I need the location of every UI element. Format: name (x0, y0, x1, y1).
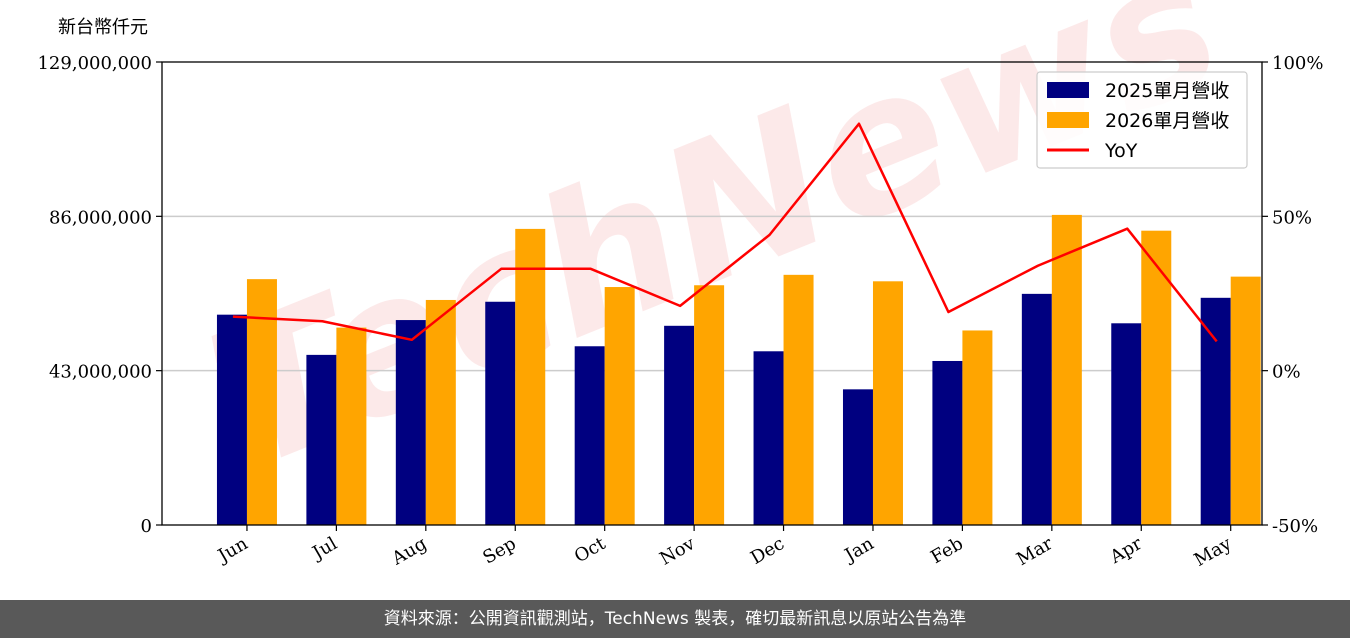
bar-2026-feb (962, 330, 993, 525)
right-y-axis: -50% 0% 50% 100% (1262, 53, 1323, 537)
bar-2026-apr (1141, 230, 1172, 525)
bar-2026-sep (515, 228, 546, 525)
x-tick-label-may: May (1191, 533, 1236, 571)
bar-2025-feb (932, 360, 963, 525)
legend-label: 2025單月營收 (1105, 80, 1229, 102)
right-tick-label: 50% (1272, 207, 1312, 228)
bar-2026-nov (694, 285, 725, 525)
left-tick-label: 43,000,000 (49, 362, 152, 383)
x-tick-label-apr: Apr (1106, 533, 1146, 568)
bar-series (216, 214, 1261, 525)
legend-label: 2026單月營收 (1105, 110, 1229, 132)
bar-2025-nov (664, 325, 695, 525)
bar-2025-dec (753, 351, 784, 525)
legend-swatch (1047, 112, 1089, 128)
yoy-line (232, 122, 1218, 343)
x-tick-label-aug: Aug (388, 533, 431, 570)
bar-2025-may (1200, 297, 1231, 525)
bar-2025-oct (574, 346, 605, 525)
bar-2026-oct (604, 287, 635, 525)
bar-2026-aug (425, 299, 456, 525)
bar-2025-apr (1111, 323, 1142, 525)
yoy-line-series (232, 122, 1218, 343)
legend-label: YoY (1104, 140, 1138, 162)
x-tick-label-jan: Jan (840, 533, 878, 567)
unit-label: 新台幣仟元 (58, 17, 148, 38)
bar-2025-aug (395, 320, 426, 525)
revenue-chart: TechNews 043,000,00086,000,000129,000,00… (37, 0, 1323, 571)
x-tick-label-jul: Jul (307, 533, 341, 565)
legend-box (1036, 71, 1248, 169)
right-tick-label: 100% (1272, 53, 1323, 74)
x-tick-label-sep: Sep (479, 533, 519, 568)
left-tick-label: 86,000,000 (49, 207, 152, 228)
plot-frame (161, 61, 1263, 526)
legend: 2025單月營收 2026單月營收 YoY (1036, 71, 1248, 169)
left-tick-label: 129,000,000 (37, 53, 152, 74)
bar-2025-jul (306, 354, 337, 525)
source-footer: 資料來源：公開資訊觀測站，TechNews 製表，確切最新訊息以原站公告為準 (0, 600, 1350, 638)
bar-2026-may (1230, 276, 1261, 525)
x-tick-label-oct: Oct (571, 533, 610, 568)
bar-2025-jun (216, 314, 247, 525)
x-tick-label-jun: Jun (213, 533, 252, 568)
bar-2026-jan (872, 281, 903, 525)
x-tick-label-nov: Nov (656, 533, 699, 570)
x-tick-label-mar: Mar (1013, 533, 1057, 570)
bar-2026-jul (336, 327, 367, 525)
bar-2025-mar (1021, 293, 1052, 525)
x-tick-label-feb: Feb (927, 533, 967, 568)
right-tick-label: 0% (1272, 362, 1301, 383)
x-tick-label-dec: Dec (747, 533, 788, 569)
bar-2026-jun (246, 279, 277, 525)
left-y-axis: 0 43,000,000 86,000,000 129,000,000 (37, 53, 162, 537)
bar-2025-sep (485, 301, 516, 525)
plot-border (161, 61, 1263, 526)
bar-2025-jan (842, 389, 873, 525)
x-axis: Jun Jul Aug Sep Oct Nov Dec Jan Feb Mar Apr May (213, 525, 1236, 571)
bar-2026-dec (783, 274, 814, 525)
left-tick-label: 0 (141, 516, 152, 537)
bar-2026-mar (1051, 214, 1082, 525)
legend-swatch (1047, 82, 1089, 98)
right-tick-label: -50% (1272, 516, 1318, 537)
